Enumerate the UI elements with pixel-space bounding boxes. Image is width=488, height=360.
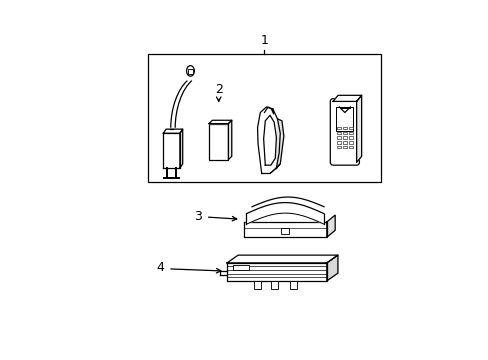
Bar — [336, 132, 340, 134]
Polygon shape — [257, 107, 280, 174]
Bar — [290, 281, 296, 289]
Polygon shape — [276, 119, 284, 168]
Polygon shape — [186, 66, 194, 76]
Bar — [348, 127, 352, 129]
Bar — [148, 54, 380, 182]
Polygon shape — [226, 263, 326, 281]
Bar — [342, 127, 346, 129]
Bar — [281, 228, 289, 234]
Polygon shape — [208, 120, 231, 123]
Polygon shape — [332, 95, 361, 102]
Bar — [348, 141, 352, 144]
Bar — [336, 107, 353, 131]
Polygon shape — [243, 222, 326, 237]
Bar — [336, 136, 340, 139]
Bar — [348, 136, 352, 139]
Text: 1: 1 — [260, 34, 268, 48]
Bar — [336, 127, 340, 129]
Polygon shape — [246, 203, 324, 224]
Polygon shape — [163, 133, 180, 168]
Polygon shape — [163, 129, 183, 133]
Text: 2: 2 — [214, 83, 222, 96]
Bar — [342, 141, 346, 144]
FancyBboxPatch shape — [329, 99, 359, 165]
Polygon shape — [356, 95, 361, 162]
Bar — [348, 132, 352, 134]
Polygon shape — [269, 164, 280, 174]
Polygon shape — [228, 120, 231, 159]
Bar — [348, 146, 352, 148]
Text: 3: 3 — [194, 210, 202, 223]
Bar — [342, 132, 346, 134]
Bar — [188, 69, 192, 74]
Polygon shape — [326, 255, 337, 281]
Bar — [342, 136, 346, 139]
Polygon shape — [326, 215, 334, 237]
Polygon shape — [226, 255, 337, 263]
Bar — [254, 281, 260, 289]
Bar — [208, 123, 228, 159]
Text: 4: 4 — [157, 261, 164, 274]
Bar — [342, 146, 346, 148]
Bar — [270, 281, 277, 289]
Bar — [336, 146, 340, 148]
Polygon shape — [263, 115, 276, 165]
Bar — [232, 265, 249, 270]
Polygon shape — [180, 129, 183, 168]
Bar — [336, 141, 340, 144]
